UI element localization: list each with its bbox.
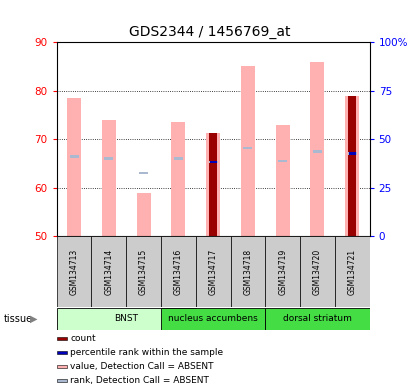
Text: value, Detection Call = ABSENT: value, Detection Call = ABSENT — [70, 362, 214, 371]
Bar — [57, 351, 67, 354]
Text: GSM134721: GSM134721 — [348, 248, 357, 295]
Text: GDS2344 / 1456769_at: GDS2344 / 1456769_at — [129, 25, 291, 39]
Bar — [57, 236, 92, 307]
Bar — [276, 125, 290, 236]
Text: percentile rank within the sample: percentile rank within the sample — [70, 348, 223, 357]
Bar — [278, 160, 287, 162]
Text: tissue: tissue — [4, 314, 33, 324]
Bar — [345, 96, 359, 236]
Text: GSM134714: GSM134714 — [104, 248, 113, 295]
Bar — [209, 161, 218, 163]
Bar — [209, 133, 217, 236]
Bar — [265, 236, 300, 307]
Bar — [310, 61, 324, 236]
Text: rank, Detection Call = ABSENT: rank, Detection Call = ABSENT — [70, 376, 209, 384]
Bar — [244, 147, 252, 149]
Text: ▶: ▶ — [30, 314, 38, 324]
Bar — [196, 236, 231, 307]
Bar — [265, 308, 370, 330]
Bar — [241, 66, 255, 236]
Bar — [349, 152, 356, 155]
Text: GSM134716: GSM134716 — [174, 248, 183, 295]
Bar — [139, 172, 148, 174]
Bar — [104, 157, 113, 160]
Bar — [206, 133, 220, 236]
Bar — [313, 150, 322, 153]
Bar — [174, 157, 183, 160]
Text: count: count — [70, 334, 96, 343]
Bar — [70, 155, 79, 157]
Bar — [171, 122, 185, 236]
Bar — [57, 365, 67, 367]
Text: GSM134720: GSM134720 — [313, 248, 322, 295]
Bar — [67, 98, 81, 236]
Text: GSM134713: GSM134713 — [70, 248, 79, 295]
Text: GSM134718: GSM134718 — [244, 248, 252, 295]
Bar — [102, 120, 116, 236]
Text: GSM134715: GSM134715 — [139, 248, 148, 295]
Bar — [126, 236, 161, 307]
Bar — [92, 236, 126, 307]
Bar — [300, 236, 335, 307]
Bar — [57, 337, 67, 339]
Text: dorsal striatum: dorsal striatum — [283, 314, 352, 323]
Bar — [57, 379, 67, 382]
Bar — [57, 308, 196, 330]
Bar — [161, 236, 196, 307]
Text: nucleus accumbens: nucleus accumbens — [168, 314, 258, 323]
Bar — [161, 308, 265, 330]
Bar — [335, 236, 370, 307]
Bar — [348, 152, 357, 155]
Bar — [210, 161, 217, 163]
Bar — [136, 192, 151, 236]
Bar — [231, 236, 265, 307]
Text: GSM134719: GSM134719 — [278, 248, 287, 295]
Text: GSM134717: GSM134717 — [209, 248, 218, 295]
Bar — [349, 96, 356, 236]
Text: BNST: BNST — [114, 314, 138, 323]
